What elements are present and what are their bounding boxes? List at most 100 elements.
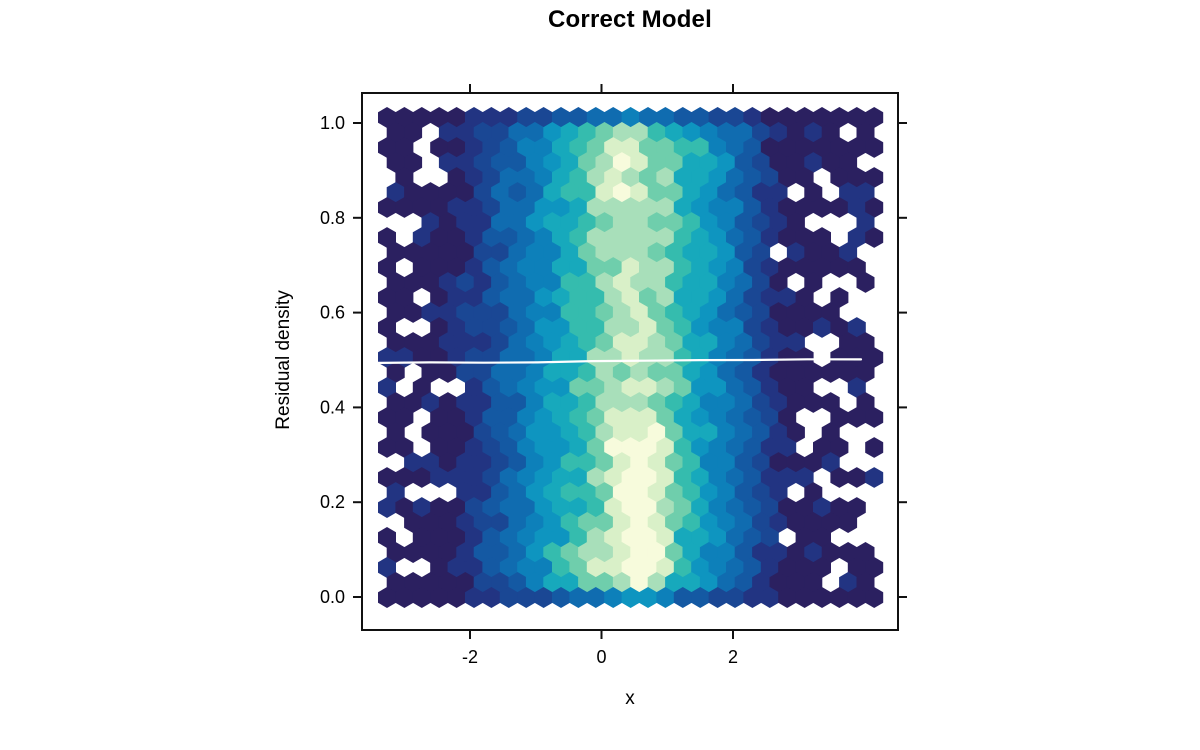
hex-cell [813,587,831,608]
hex-cell [621,107,640,128]
hex-cell [717,212,736,233]
hex-cell [630,542,649,563]
hex-cell [760,347,779,368]
hex-cell [621,467,640,488]
hex-cell [847,377,866,398]
hex-cell [430,437,449,458]
hex-cell [499,227,518,248]
hex-cell [473,482,492,503]
hex-cell [438,572,457,593]
hex-cell [639,257,657,278]
hex-cell [795,107,814,128]
hex-cell [438,422,457,443]
hex-cell [404,542,423,563]
hex-cell [699,542,718,563]
hex-cell [813,497,831,518]
hex-cell [699,272,718,293]
hex-cell [543,572,562,593]
hex-cell [386,542,405,563]
hex-cell [447,587,466,608]
hex-cell [482,527,501,548]
hex-cell [386,422,405,443]
hex-cell [795,497,814,518]
hex-cell [656,257,675,278]
hex-cell [639,527,657,548]
hex-cell [499,167,518,188]
hex-cell [691,557,710,578]
hex-cell [569,347,588,368]
hex-cell [734,152,753,173]
hex-cell [639,317,657,338]
hex-cell [473,452,492,473]
hex-cell [499,437,518,458]
hex-cell [865,407,884,428]
hex-cell [795,137,814,158]
hex-cell [508,122,527,143]
hex-cell [734,122,753,143]
hex-cell [482,587,501,608]
hex-cell [778,377,797,398]
hex-cell [404,242,423,263]
hex-cell [743,497,762,518]
hex-cell [769,152,788,173]
hex-cell [691,287,710,308]
hex-cell [804,122,823,143]
hex-cell [839,512,858,533]
hex-cell [778,497,797,518]
hex-cell [578,512,597,533]
hex-cell [682,572,701,593]
hex-cell [517,587,536,608]
hex-cell [813,437,831,458]
hex-cell [726,227,744,248]
hex-cell [447,107,466,128]
hex-cell [438,152,457,173]
hex-cell [578,362,597,383]
hex-cell [656,437,675,458]
hex-cell [508,392,527,413]
hex-cell [621,407,640,428]
hex-cell [604,197,623,218]
hex-cell [639,587,657,608]
hex-cell [578,152,597,173]
hex-cell [560,362,579,383]
hex-cell [412,587,431,608]
hex-cell [691,257,710,278]
hex-cell [430,287,449,308]
hex-cell [612,152,631,173]
hex-cell [778,137,797,158]
hex-cell [534,287,553,308]
hex-cell [726,437,744,458]
hex-cell [604,227,623,248]
hex-cell [734,452,753,473]
hex-cell [612,332,631,353]
hex-cell [465,557,483,578]
hex-cell [612,392,631,413]
hex-cell [595,512,614,533]
hex-cell [586,137,605,158]
hex-cell [430,497,449,518]
hex-cell [769,272,788,293]
hex-cell [830,497,849,518]
hex-cell [656,407,675,428]
hex-cell [543,152,562,173]
hex-cell [395,437,414,458]
hex-cell [630,152,649,173]
hex-cell [804,152,823,173]
hex-cell [856,572,875,593]
hex-cell [752,422,771,443]
hex-cell [682,542,701,563]
hex-cell [386,332,405,353]
hex-cell [482,107,501,128]
hex-cell [508,542,527,563]
hex-cell [517,197,536,218]
hex-cell [847,107,866,128]
hex-cell [830,437,849,458]
hex-cell [778,287,797,308]
hex-cell [743,227,762,248]
hex-cell [552,227,570,248]
hex-cell [795,587,814,608]
hex-cell [639,107,657,128]
hex-cell [839,242,858,263]
hex-cell [760,137,779,158]
hex-cell [630,122,649,143]
